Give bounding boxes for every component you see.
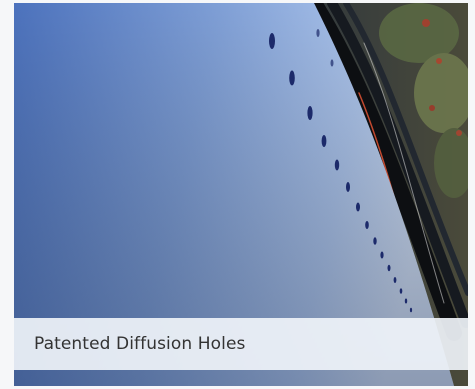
diffusion-holes bbox=[269, 33, 413, 313]
caption-bar: Patented Diffusion Holes bbox=[14, 318, 468, 370]
foliage bbox=[379, 3, 468, 198]
product-image-card: Patented Diffusion Holes bbox=[14, 3, 468, 386]
diffusion-tube-photo bbox=[14, 3, 468, 386]
caption-text: Patented Diffusion Holes bbox=[34, 334, 246, 354]
